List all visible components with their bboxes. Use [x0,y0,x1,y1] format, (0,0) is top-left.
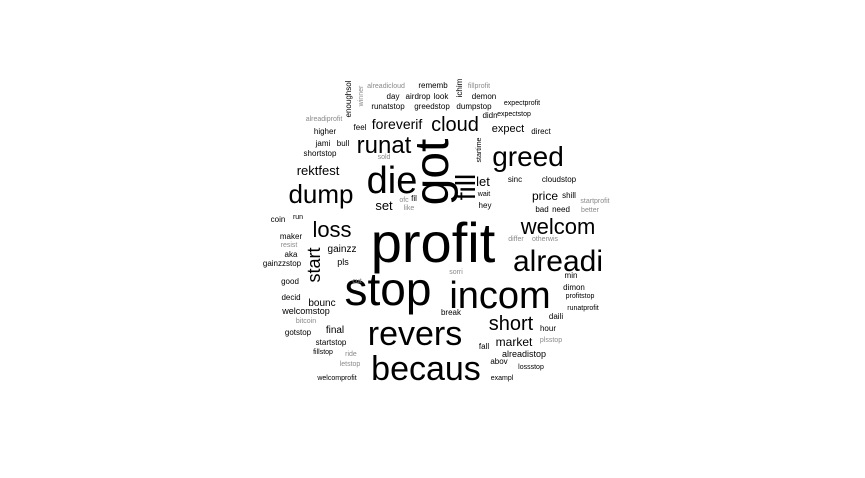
cloud-word: sinc [508,175,522,184]
cloud-word: day [387,92,400,101]
cloud-word: set [375,198,393,213]
cloud-word: fall [479,342,489,351]
cloud-word: ichim [455,78,464,97]
cloud-word: startime [476,137,483,162]
cloud-word: becaus [371,350,481,388]
cloud-word: price [532,189,558,203]
cloud-word: exampl [491,375,514,382]
cloud-word: coin [271,215,286,224]
cloud-word: direct [531,127,551,136]
cloud-word: fill [450,174,481,200]
cloud-word: loss [312,217,351,242]
cloud-word: alreadistop [502,349,546,359]
cloud-word: runatprofit [567,305,599,312]
cloud-word: lossstop [518,364,544,371]
cloud-word: gainzzstop [263,259,302,268]
cloud-word: alreadi [513,245,603,278]
cloud-word: good [281,277,299,286]
cloud-word: market [496,335,533,349]
cloud-word: demon [472,92,496,101]
cloud-word: short [489,313,534,335]
cloud-word: alreadicloud [367,83,405,90]
cloud-word: revers [368,315,462,353]
cloud-word: fillprofit [468,83,490,90]
cloud-word: startstop [316,338,347,347]
cloud-word: gainzz [328,244,357,255]
cloud-word: winner [358,85,365,107]
cloud-word: jami [315,139,331,148]
cloud-word: airdrop [406,92,431,101]
cloud-word: gotstop [285,328,312,337]
cloud-word: shortstop [304,149,337,158]
cloud-word: look [434,92,450,101]
cloud-word: letstop [340,361,361,368]
cloud-word: welcomstop [281,306,330,316]
cloud-word: like [404,205,415,212]
cloud-word: incom [449,275,550,317]
cloud-word: hour [540,324,556,333]
cloud-word: dumpstop [456,102,492,111]
cloud-word: ofc [399,197,409,204]
cloud-word: ride [345,351,357,358]
cloud-word: dimon [563,283,585,292]
cloud-word: otherwis [532,236,559,243]
cloud-word: break [441,308,462,317]
cloud-word: feel [354,123,367,132]
cloud-word: bad [535,205,548,214]
cloud-word: maker [280,232,303,241]
cloud-word: sorri [449,269,463,276]
cloud-word: foreverif [372,116,423,132]
cloud-word: start [304,247,324,282]
cloud-word: greedstop [414,102,450,111]
cloud-word: higher [314,127,337,136]
cloud-word: let [476,174,490,189]
cloud-word: cut [352,278,361,285]
cloud-word: didn [482,111,497,120]
cloud-word: fillstop [313,349,333,356]
cloud-word: bitcoin [296,318,316,325]
cloud-word: resist [281,242,298,249]
cloud-word: cloud [431,114,479,136]
cloud-word: sold [378,154,391,161]
cloud-word: fil [411,194,417,203]
cloud-word: startprofit [580,198,609,205]
cloud-word: final [326,325,344,336]
cloud-word: hey [479,201,492,210]
cloud-word: die [367,160,418,202]
cloud-word: enoughsol [344,80,353,117]
cloud-word: rektfest [297,163,340,178]
cloud-word: min [565,271,578,280]
cloud-word: run [293,214,303,221]
cloud-word: shill [562,191,576,200]
cloud-word: aka [285,250,298,259]
cloud-word: decid [281,293,300,302]
cloud-word: rememb [418,81,448,90]
cloud-word: greed [492,141,564,172]
cloud-word: stop [345,263,432,315]
cloud-word: plsstop [540,337,562,344]
cloud-word: dump [288,179,353,209]
cloud-word: pls [337,257,349,267]
cloud-word: bull [337,139,350,148]
cloud-word: expectstop [497,111,531,118]
cloud-word: profit [371,211,496,274]
cloud-word: daili [549,312,563,321]
cloud-word: differ [508,236,524,243]
cloud-word: abov [490,357,507,366]
cloud-word: runatstop [371,102,405,111]
cloud-word: expect [492,123,524,135]
cloud-word: expectprofit [504,100,540,107]
cloud-word: profitstop [566,293,595,300]
cloud-word: got [406,139,459,206]
cloud-word: need [552,205,570,214]
cloud-word: welcom [520,214,596,239]
cloud-word: runat [357,132,412,159]
cloud-word: better [581,207,600,214]
cloud-word: cloudstop [542,175,577,184]
cloud-word: alreadiprofit [306,116,343,123]
cloud-word: wait [477,191,491,198]
cloud-word: bounc [308,298,335,309]
cloud-word: welcomprofit [316,375,356,382]
